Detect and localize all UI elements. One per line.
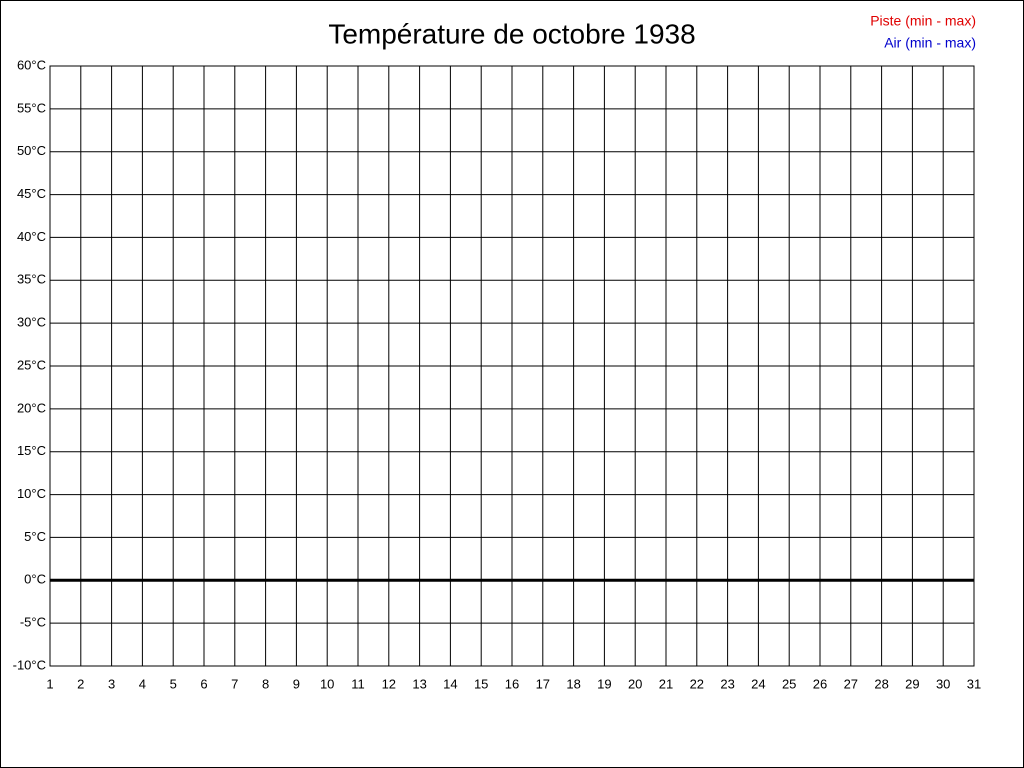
legend-entry: Air (min - max) — [884, 35, 976, 51]
y-tick-label: 60°C — [17, 57, 46, 72]
x-tick-label: 1 — [46, 676, 53, 691]
y-tick-label: 45°C — [17, 186, 46, 201]
x-tick-label: 4 — [139, 676, 146, 691]
x-tick-label: 17 — [536, 676, 550, 691]
y-tick-label: 55°C — [17, 100, 46, 115]
plot-border — [49, 65, 975, 667]
x-tick-label: 5 — [170, 676, 177, 691]
x-tick-label: 31 — [967, 676, 981, 691]
x-tick-label: 28 — [874, 676, 888, 691]
x-tick-label: 22 — [690, 676, 704, 691]
x-tick-label: 10 — [320, 676, 334, 691]
x-tick-label: 23 — [720, 676, 734, 691]
x-tick-label: 27 — [844, 676, 858, 691]
y-tick-label: 30°C — [17, 315, 46, 330]
y-tick-label: -10°C — [13, 657, 46, 672]
x-tick-label: 13 — [412, 676, 426, 691]
y-tick-label: 5°C — [24, 529, 46, 544]
y-tick-label: 10°C — [17, 486, 46, 501]
y-tick-label: 35°C — [17, 272, 46, 287]
y-tick-label: 15°C — [17, 443, 46, 458]
x-tick-label: 11 — [351, 676, 365, 691]
x-tick-label: 29 — [905, 676, 919, 691]
chart-title: Température de octobre 1938 — [328, 18, 695, 49]
x-tick-label: 2 — [77, 676, 84, 691]
x-tick-label: 24 — [751, 676, 765, 691]
legend-entry: Piste (min - max) — [870, 13, 976, 29]
x-tick-label: 8 — [262, 676, 269, 691]
x-tick-label: 6 — [200, 676, 207, 691]
y-tick-label: 25°C — [17, 357, 46, 372]
x-tick-label: 16 — [505, 676, 519, 691]
x-tick-label: 30 — [936, 676, 950, 691]
x-tick-label: 7 — [231, 676, 238, 691]
y-tick-label: 50°C — [17, 143, 46, 158]
x-tick-label: 26 — [813, 676, 827, 691]
x-tick-label: 12 — [382, 676, 396, 691]
x-tick-label: 20 — [628, 676, 642, 691]
x-tick-label: 21 — [659, 676, 673, 691]
x-tick-label: 9 — [293, 676, 300, 691]
x-tick-label: 14 — [443, 676, 457, 691]
x-tick-label: 18 — [566, 676, 580, 691]
y-tick-label: 20°C — [17, 400, 46, 415]
x-tick-label: 3 — [108, 676, 115, 691]
y-tick-label: -5°C — [20, 615, 46, 630]
x-tick-label: 25 — [782, 676, 796, 691]
x-tick-label: 15 — [474, 676, 488, 691]
y-tick-label: 40°C — [17, 229, 46, 244]
y-tick-label: 0°C — [24, 572, 46, 587]
x-tick-label: 19 — [597, 676, 611, 691]
